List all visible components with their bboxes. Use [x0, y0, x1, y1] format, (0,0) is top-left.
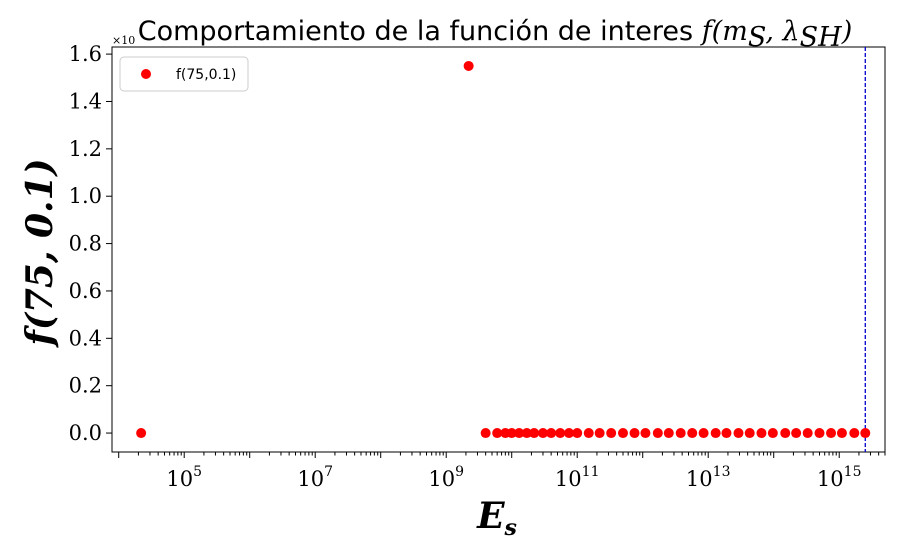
data-point — [521, 428, 532, 439]
y-tick-label: 0.6 — [69, 279, 102, 303]
data-point — [780, 428, 791, 439]
data-point — [583, 428, 594, 439]
x-tick-label: 1015 — [817, 464, 862, 491]
y-tick-label: 1.4 — [69, 89, 102, 113]
data-point — [629, 428, 640, 439]
data-point — [860, 428, 871, 439]
data-point — [663, 428, 674, 439]
y-tick-label: 0.8 — [69, 232, 102, 256]
y-axis-label: f(75, 0.1) — [19, 158, 61, 348]
data-points — [136, 60, 871, 439]
data-point — [136, 428, 147, 439]
x-tick-label: 1011 — [555, 464, 600, 491]
x-tick-label: 107 — [297, 464, 333, 491]
data-point — [721, 428, 732, 439]
y-tick-label: 0.2 — [69, 374, 102, 398]
data-point — [814, 428, 825, 439]
y-tick-label: 0.4 — [69, 326, 102, 350]
data-point — [791, 428, 802, 439]
data-point — [652, 428, 663, 439]
data-point — [710, 428, 721, 439]
chart-title: Comportamiento de la función de interes … — [138, 16, 853, 53]
x-tick-label: 105 — [166, 464, 202, 491]
data-point — [572, 428, 583, 439]
data-point — [640, 428, 651, 439]
data-point — [537, 428, 548, 439]
data-point — [529, 428, 540, 439]
data-point — [744, 428, 755, 439]
data-point — [733, 428, 744, 439]
data-point — [617, 428, 628, 439]
y-tick-label: 1.2 — [69, 137, 102, 161]
plot-area — [111, 46, 886, 453]
x-tick-label: 109 — [428, 464, 464, 491]
x-tick-label: 1013 — [686, 464, 731, 491]
data-point — [492, 428, 503, 439]
y-tick-label: 1.6 — [69, 42, 102, 66]
data-point — [514, 428, 525, 439]
data-point — [756, 428, 767, 439]
data-point — [555, 428, 566, 439]
data-point — [675, 428, 686, 439]
y-tick-label: 1.0 — [69, 184, 102, 208]
legend-marker — [141, 69, 151, 79]
data-point — [698, 428, 709, 439]
data-point — [506, 428, 517, 439]
y-axis-multiplier: ×10 — [112, 34, 135, 47]
data-point — [463, 60, 474, 71]
data-point — [564, 428, 575, 439]
data-point — [606, 428, 617, 439]
y-tick-label: 0.0 — [69, 421, 102, 445]
x-axis: 105 107 109 1011 1013 1015 — [118, 452, 886, 491]
legend: f(75,0.1) — [119, 56, 249, 92]
data-point — [687, 428, 698, 439]
data-point — [802, 428, 813, 439]
y-axis: 0.0 0.2 0.4 0.6 0.8 1.0 1.2 1.4 1.6 — [69, 42, 112, 445]
legend-box — [119, 56, 249, 92]
data-point — [767, 428, 778, 439]
data-point — [849, 428, 860, 439]
data-point — [546, 428, 557, 439]
data-point — [836, 428, 847, 439]
data-point — [480, 428, 491, 439]
data-point — [826, 428, 837, 439]
data-point — [594, 428, 605, 439]
legend-label: f(75,0.1) — [176, 67, 236, 83]
x-axis-label: Es — [476, 495, 517, 541]
